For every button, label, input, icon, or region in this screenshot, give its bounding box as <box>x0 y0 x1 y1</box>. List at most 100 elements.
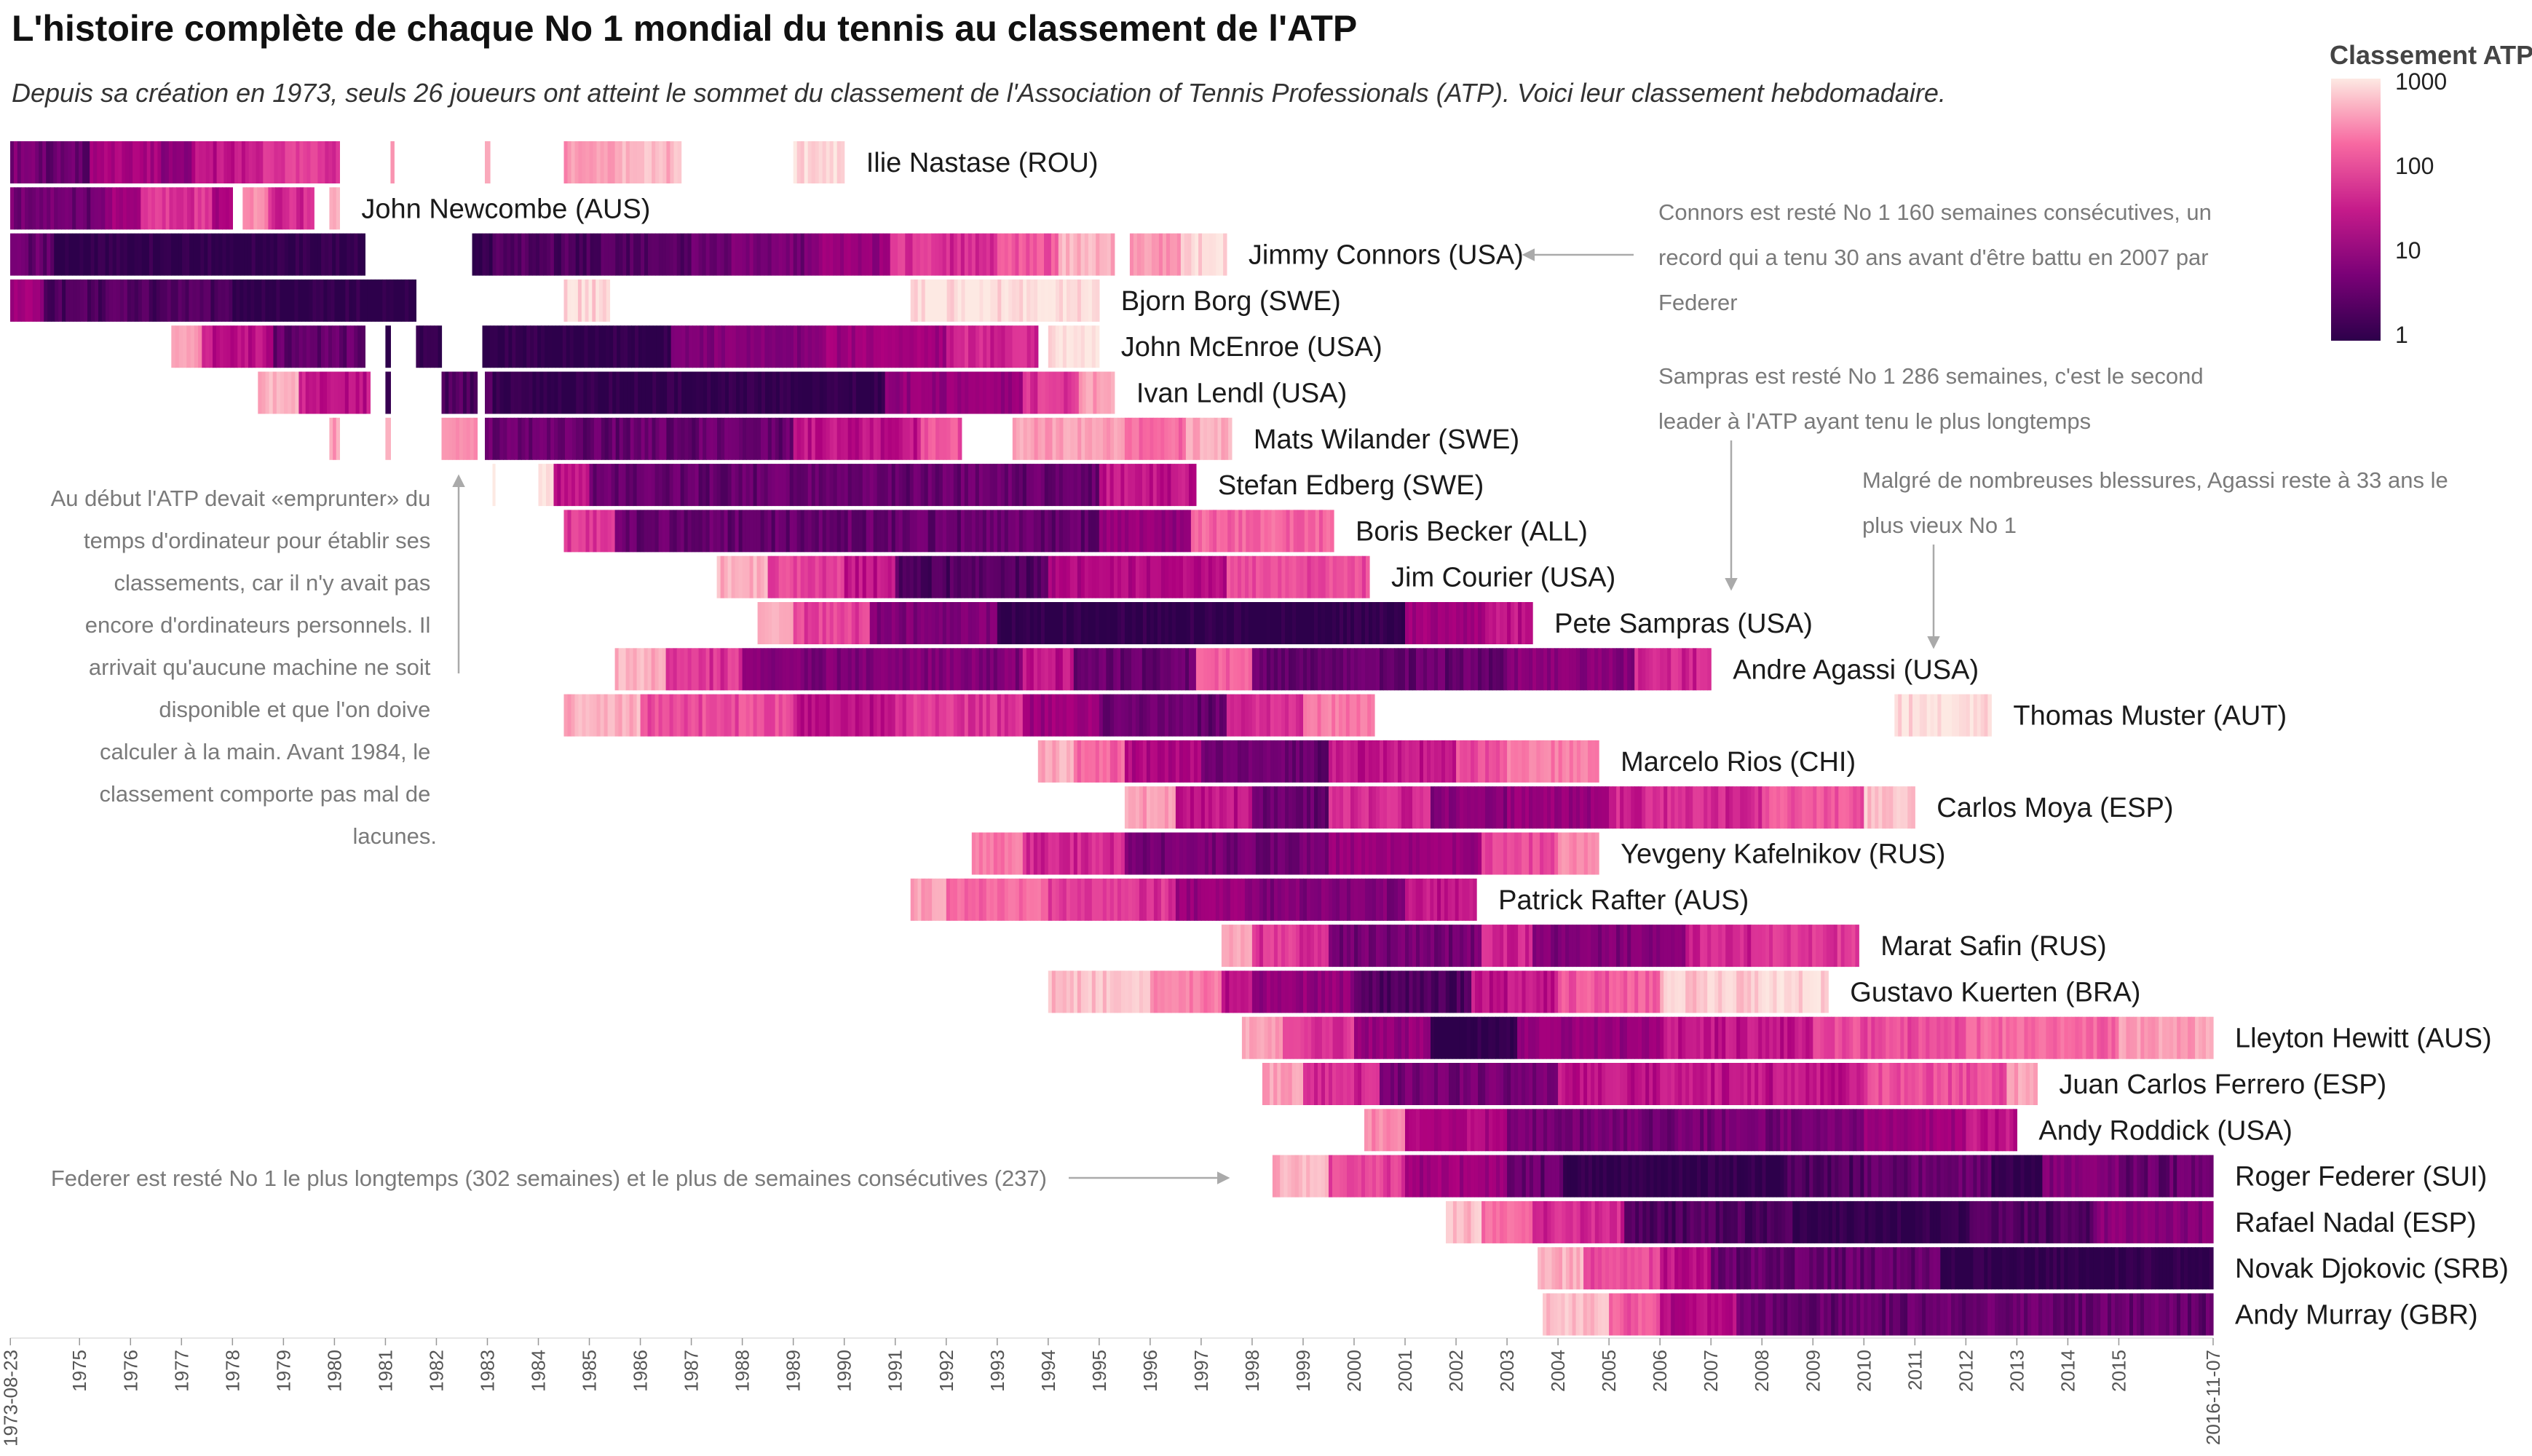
heat-cell <box>1113 648 1117 691</box>
heat-cell <box>1376 1016 1380 1059</box>
heat-cell <box>1565 786 1570 829</box>
heat-cell <box>1550 1016 1554 1059</box>
heat-cell <box>1875 1200 1880 1243</box>
heat-cell <box>1810 970 1814 1013</box>
heat-cell <box>1015 878 1020 921</box>
heat-cell <box>960 510 965 553</box>
heat-cell <box>1011 555 1016 598</box>
heat-cell <box>1909 694 1913 737</box>
heat-cell <box>68 187 73 230</box>
heat-cell <box>840 233 844 276</box>
heat-cell <box>1518 786 1522 829</box>
heat-cell <box>1565 1247 1570 1290</box>
heat-cell <box>1473 1016 1479 1059</box>
heat-cell <box>1318 925 1322 968</box>
heat-cell <box>427 325 431 368</box>
heat-cell <box>1347 555 1352 598</box>
heat-cell <box>266 233 271 276</box>
heat-cell <box>269 233 274 276</box>
heat-cell <box>1896 1063 1902 1105</box>
heat-cell <box>36 233 40 276</box>
heat-cell <box>608 233 612 276</box>
heat-cell <box>644 694 649 737</box>
heat-cell <box>2173 1016 2177 1059</box>
heat-cell <box>1361 740 1366 783</box>
heat-cell <box>680 464 685 507</box>
heat-cell <box>1631 970 1635 1013</box>
heat-cell <box>1045 279 1049 322</box>
heat-cell <box>742 464 747 507</box>
heat-cell <box>1213 510 1217 553</box>
heat-cell <box>1175 740 1180 783</box>
heat-cell <box>771 648 776 691</box>
heat-cell <box>2086 1016 2090 1059</box>
heat-cell <box>971 464 976 507</box>
heat-cell <box>1591 740 1596 783</box>
heat-cell <box>195 141 199 183</box>
heat-cell <box>232 279 237 322</box>
heat-cell <box>1129 233 1134 276</box>
heat-cell <box>569 325 574 368</box>
heat-cell <box>1277 1063 1281 1105</box>
heat-cell <box>1204 740 1209 783</box>
heat-cell <box>665 464 670 507</box>
heat-cell <box>2002 1109 2006 1152</box>
heat-cell <box>760 648 765 691</box>
heat-cell <box>765 371 770 414</box>
heat-cell <box>1350 602 1355 644</box>
heat-cell <box>2006 1155 2010 1198</box>
heat-cell <box>938 878 943 921</box>
heat-cell <box>284 325 289 368</box>
heat-cell <box>1296 786 1300 829</box>
heat-cell <box>64 141 68 183</box>
heat-cell <box>226 187 230 230</box>
heat-cell <box>676 694 681 737</box>
heat-cell <box>1594 786 1599 829</box>
heat-cell <box>1558 1200 1562 1243</box>
heat-cell <box>1296 970 1300 1013</box>
heat-cell <box>1081 417 1085 460</box>
heat-cell <box>572 417 577 460</box>
heat-cell <box>678 371 682 414</box>
heat-cell <box>1080 970 1085 1013</box>
heat-cell <box>1131 694 1136 737</box>
heat-cell <box>1073 602 1078 644</box>
heat-cell <box>1420 740 1424 783</box>
heat-cell <box>1364 694 1368 737</box>
heat-cell <box>855 694 860 737</box>
heat-cell <box>735 325 740 368</box>
heat-cell <box>1387 925 1391 968</box>
heat-cell <box>1365 832 1369 875</box>
heat-cell <box>246 187 250 230</box>
heat-cell <box>1558 1109 1562 1152</box>
heat-cell <box>713 464 718 507</box>
heat-cell <box>112 233 117 276</box>
heat-cell <box>1678 648 1682 691</box>
heat-cell <box>2097 1016 2101 1059</box>
heat-cell <box>555 325 560 368</box>
heat-cell <box>1540 925 1544 968</box>
heat-cell <box>258 371 262 414</box>
heat-cell <box>248 141 253 183</box>
heat-cell <box>25 279 30 322</box>
heat-cell <box>1401 602 1406 644</box>
heat-cell <box>1073 325 1078 368</box>
heat-cell <box>1150 970 1155 1013</box>
heat-cell <box>1314 602 1318 644</box>
heat-cell <box>796 417 802 460</box>
heat-cell <box>50 187 55 230</box>
heat-cell <box>1171 878 1176 921</box>
heat-cell <box>1153 786 1158 829</box>
heat-cell <box>1980 1016 1985 1059</box>
heat-cell <box>1200 602 1206 644</box>
heat-cell <box>1689 970 1693 1013</box>
heat-cell <box>1142 740 1147 783</box>
heat-cell <box>2017 1016 2021 1059</box>
heat-cell <box>1163 464 1168 507</box>
heat-cell <box>197 233 201 276</box>
heat-cell <box>811 510 816 553</box>
heat-cell <box>1638 786 1642 829</box>
player-label: Patrick Rafter (AUS) <box>1498 885 1749 916</box>
heat-cell <box>536 417 540 460</box>
heat-cell <box>935 371 940 414</box>
